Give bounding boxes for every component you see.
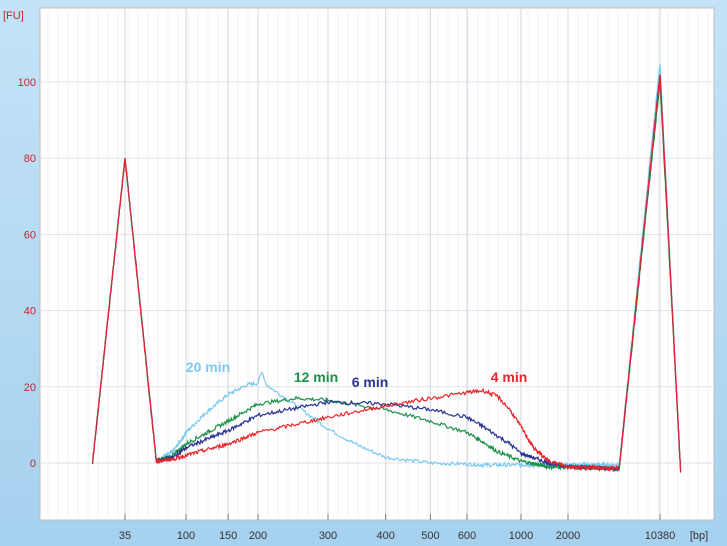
y-tick-label: 100 [18,77,36,89]
grid-lines [40,8,714,520]
y-axis-unit: [FU] [3,10,24,22]
annotation-20-min: 20 min [186,359,230,375]
y-tick-label: 20 [24,382,36,394]
x-tick-label: 400 [377,530,395,542]
annotations: 20 min 12 min 6 min 4 min [186,359,527,390]
y-tick-label: 60 [24,229,36,241]
y-tick-label: 40 [24,306,36,318]
plot-area [39,7,715,521]
y-tick-label: 0 [30,458,36,470]
x-tick-label: 100 [177,530,195,542]
axes: 0 20 40 60 80 100 [FU] 35 100 150 200 300 400 500 600 1… [3,10,708,542]
annotation-12-min: 12 min [294,369,338,385]
x-tick-label: 300 [319,530,337,542]
x-tick-label: 35 [119,530,131,542]
annotation-4-min: 4 min [491,369,528,385]
series-line-4-min [91,74,682,473]
x-tick-label: 150 [219,530,237,542]
y-tick-label: 80 [24,153,36,165]
series-lines [91,63,682,473]
x-tick-label: 2000 [556,530,580,542]
x-tick-label: 600 [458,530,476,542]
x-tick-label: 10380 [645,530,676,542]
x-tick-label: 500 [421,530,439,542]
x-tick-label: 200 [249,530,267,542]
x-axis-unit: [bp] [690,530,708,542]
x-tick-label: 1000 [509,530,533,542]
annotation-6-min: 6 min [352,374,389,390]
